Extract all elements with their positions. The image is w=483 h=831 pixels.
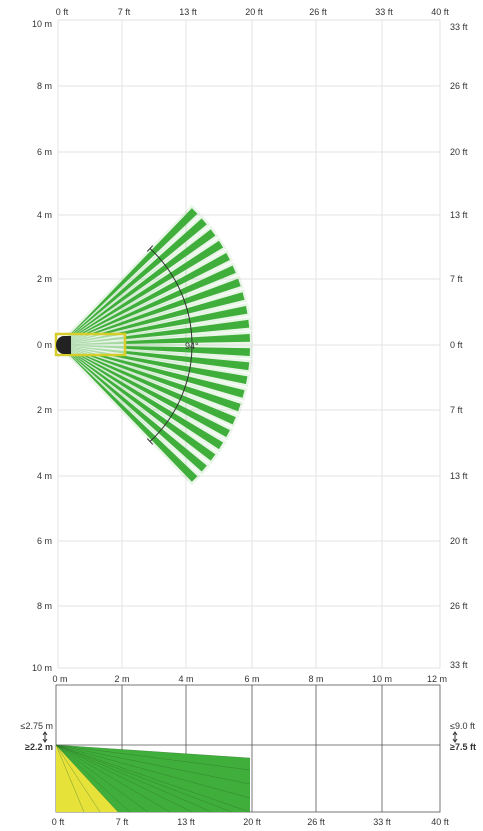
ft-tick-label: 0 ft xyxy=(450,340,463,350)
height-min-label: ≥7.5 ft xyxy=(450,742,476,752)
detection-beam xyxy=(60,292,245,345)
m-tick-label: 4 m xyxy=(178,674,193,684)
side-beam-line xyxy=(55,744,193,813)
mount-height-left: ≤2.75 m ≥2.2 m xyxy=(21,721,53,752)
ft-tick-label: 7 ft xyxy=(118,7,131,17)
detection-beam xyxy=(60,345,236,425)
detection-beam xyxy=(60,345,216,461)
ft-tick-label: 33 ft xyxy=(450,22,468,32)
side-beam-line xyxy=(55,744,85,813)
mount-height-right: ≤9.0 ft ≥7.5 ft xyxy=(450,721,476,752)
m-tick-label: 2 m xyxy=(114,674,129,684)
detection-beam xyxy=(60,265,236,345)
detection-beam xyxy=(60,208,198,345)
m-tick-label: 2 m xyxy=(37,274,52,284)
side-beam-line xyxy=(55,744,251,771)
detection-beam xyxy=(60,345,207,472)
side-ft-axis: 0 ft 7 ft 13 ft 20 ft 26 ft 33 ft 40 ft xyxy=(52,817,450,827)
detection-beam xyxy=(60,345,198,482)
height-max-label: ≤9.0 ft xyxy=(450,721,475,731)
m-tick-label: 10 m xyxy=(32,19,52,29)
m-tick-label: 6 m xyxy=(37,536,52,546)
ft-tick-label: 7 ft xyxy=(116,817,129,827)
ft-tick-label: 26 ft xyxy=(307,817,325,827)
right-ft-axis: 33 ft 26 ft 20 ft 13 ft 7 ft 0 ft 7 ft 1… xyxy=(450,22,468,670)
ft-tick-label: 33 ft xyxy=(450,660,468,670)
side-beam-line xyxy=(55,744,251,785)
height-max-label: ≤2.75 m xyxy=(21,721,53,731)
side-beam-line xyxy=(55,744,171,813)
m-tick-label: 0 m xyxy=(37,340,52,350)
m-tick-label: 12 m xyxy=(427,674,447,684)
ft-tick-label: 40 ft xyxy=(431,817,449,827)
side-beam-line xyxy=(55,744,213,813)
ft-tick-label: 13 ft xyxy=(177,817,195,827)
height-range-arrow-icon xyxy=(452,731,458,743)
side-beam-line xyxy=(55,744,251,799)
m-tick-label: 6 m xyxy=(37,147,52,157)
ft-tick-label: 7 ft xyxy=(450,274,463,284)
detection-beam xyxy=(60,229,216,345)
detection-beam xyxy=(60,278,241,345)
ft-tick-label: 26 ft xyxy=(450,601,468,611)
angle-arc-ends xyxy=(146,245,154,445)
m-tick-label: 8 m xyxy=(37,601,52,611)
height-min-label: ≥2.2 m xyxy=(25,742,53,752)
m-tick-label: 2 m xyxy=(37,405,52,415)
side-beam-line xyxy=(55,744,251,759)
detection-beam xyxy=(60,345,245,398)
m-tick-label: 4 m xyxy=(37,471,52,481)
side-coverage xyxy=(55,744,251,813)
ft-tick-label: 20 ft xyxy=(243,817,261,827)
angle-arc-tick xyxy=(146,245,154,252)
left-m-axis: 10 m 8 m 6 m 4 m 2 m 0 m 2 m 4 m 6 m 8 m… xyxy=(32,19,52,673)
ft-tick-label: 13 ft xyxy=(179,7,197,17)
detection-beam xyxy=(60,345,241,412)
m-tick-label: 6 m xyxy=(244,674,259,684)
ft-tick-label: 26 ft xyxy=(309,7,327,17)
side-m-axis: 0 m 2 m 4 m 6 m 8 m 10 m 12 m xyxy=(52,674,447,684)
angle-label: 94° xyxy=(185,341,199,351)
top-ft-axis: 0 ft 7 ft 13 ft 20 ft 26 ft 33 ft 40 ft xyxy=(56,7,450,17)
ft-tick-label: 20 ft xyxy=(450,536,468,546)
side-beam-line xyxy=(55,744,149,813)
m-tick-label: 0 m xyxy=(52,674,67,684)
ft-tick-label: 0 ft xyxy=(56,7,69,17)
angle-arc-tick xyxy=(146,438,154,445)
m-tick-label: 4 m xyxy=(37,210,52,220)
sensor-icon xyxy=(56,336,71,354)
height-range-arrow-icon xyxy=(42,731,48,743)
ft-tick-label: 26 ft xyxy=(450,81,468,91)
ft-tick-label: 7 ft xyxy=(450,405,463,415)
ft-tick-label: 13 ft xyxy=(450,471,468,481)
side-beam-line xyxy=(55,744,101,813)
detection-beam xyxy=(60,253,230,345)
ft-tick-label: 33 ft xyxy=(375,7,393,17)
ft-tick-label: 13 ft xyxy=(450,210,468,220)
detection-beam xyxy=(60,240,224,345)
m-tick-label: 8 m xyxy=(308,674,323,684)
side-beam-line xyxy=(55,744,251,813)
ft-tick-label: 20 ft xyxy=(450,147,468,157)
side-beam-line xyxy=(55,744,233,813)
angle-arc xyxy=(149,248,193,442)
side-beam-line xyxy=(55,744,119,813)
m-tick-label: 10 m xyxy=(32,663,52,673)
m-tick-label: 10 m xyxy=(372,674,392,684)
creep-zone-frame xyxy=(54,332,127,357)
detection-beam xyxy=(60,345,224,450)
ft-tick-label: 33 ft xyxy=(373,817,391,827)
detection-beam xyxy=(60,345,230,437)
ft-tick-label: 20 ft xyxy=(245,7,263,17)
ft-tick-label: 40 ft xyxy=(431,7,449,17)
side-beam-line xyxy=(55,744,131,813)
ft-tick-label: 0 ft xyxy=(52,817,65,827)
detection-beam xyxy=(60,218,207,345)
m-tick-label: 8 m xyxy=(37,81,52,91)
